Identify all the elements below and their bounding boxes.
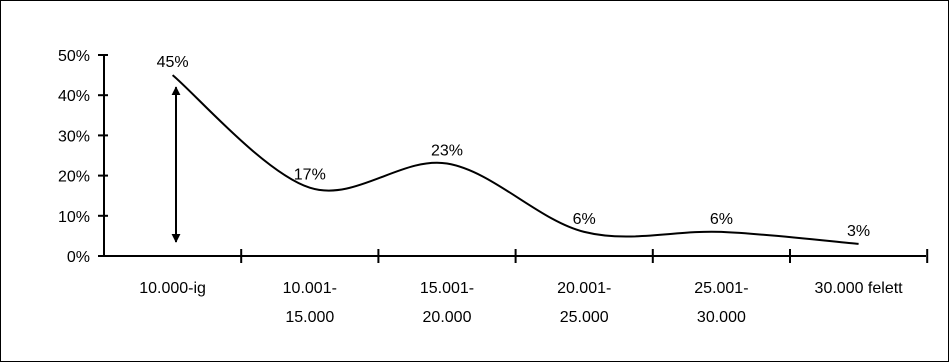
y-tick-label: 10% — [58, 209, 90, 226]
data-label: 17% — [294, 167, 326, 184]
y-tick-label: 40% — [58, 88, 90, 105]
y-tick-label: 0% — [67, 249, 90, 266]
series-line — [171, 74, 859, 245]
x-tick-label: 10.001-15.000 — [283, 280, 337, 326]
data-labels: 45% 17% 23% 6% 6% 3% — [157, 54, 871, 240]
data-label: 45% — [157, 54, 189, 71]
data-label: 23% — [431, 143, 463, 160]
x-tick-label: 30.000 felett — [815, 280, 904, 297]
data-label: 3% — [847, 223, 870, 240]
axes — [103, 55, 926, 257]
data-label: 6% — [710, 211, 733, 228]
x-tick-label: 10.000-ig — [139, 280, 206, 297]
y-tick-label: 30% — [58, 128, 90, 145]
x-tick-label: 20.001-25.000 — [557, 280, 611, 326]
y-axis-ticks: 0% 10% 20% 30% 40% 50% — [58, 48, 108, 266]
x-axis-ticks: 10.000-ig 10.001-15.000 15.001-20.000 20.00… — [139, 249, 929, 326]
y-tick-label: 20% — [58, 169, 90, 186]
y-tick-label: 50% — [58, 48, 90, 65]
x-tick-label: 15.001-20.000 — [420, 280, 474, 326]
x-tick-label: 25.001-30.000 — [694, 280, 748, 326]
data-label: 6% — [573, 211, 596, 228]
